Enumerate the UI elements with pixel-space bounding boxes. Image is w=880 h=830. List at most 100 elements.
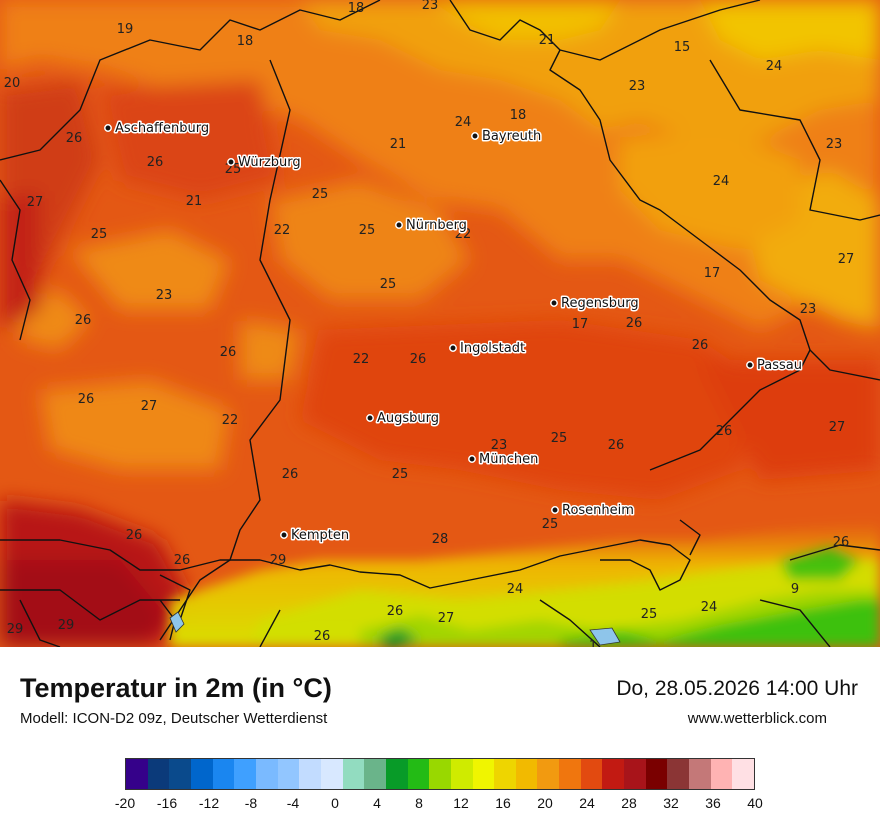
city-dot-icon — [227, 158, 235, 166]
map-title: Temperatur in 2m (in °C) — [20, 673, 332, 703]
city-passau: Passau — [746, 357, 803, 375]
legend-swatch — [494, 759, 516, 789]
model-info: Modell: ICON-D2 09z, Deutscher Wetterdie… — [20, 710, 328, 727]
temperature-value-label: 27 — [141, 399, 158, 414]
temperature-value-label: 1 — [589, 639, 597, 647]
city-label: Regensburg — [561, 296, 639, 311]
city-rosenheim: Rosenheim — [551, 502, 635, 520]
legend-tick-label: 12 — [453, 795, 469, 811]
legend-swatch — [299, 759, 321, 789]
city-aschaffenburg: Aschaffenburg — [104, 120, 211, 138]
temperature-value-label: 25 — [225, 162, 242, 177]
temperature-value-label: 20 — [4, 76, 21, 91]
temperature-value-label: 25 — [392, 467, 409, 482]
temperature-value-label: 26 — [75, 313, 92, 328]
city-dot-icon — [746, 361, 754, 369]
legend-tick-label: 40 — [747, 795, 763, 811]
city-regensburg: Regensburg — [550, 295, 640, 313]
city-bayreuth: Bayreuth — [471, 128, 543, 146]
legend-tick-label: 36 — [705, 795, 721, 811]
temperature-value-label: 23 — [422, 0, 439, 13]
legend-tick-label: -20 — [114, 795, 136, 811]
legend-tick-label: -16 — [156, 795, 178, 811]
website-link[interactable]: www.wetterblick.com — [687, 710, 827, 727]
temperature-value-label: 9 — [791, 582, 799, 597]
temperature-value-label: 26 — [833, 535, 850, 550]
temperature-value-label: 26 — [78, 392, 95, 407]
temperature-value-label: 26 — [66, 131, 83, 146]
city-kempten: Kempten — [280, 527, 351, 545]
city-label: München — [479, 452, 538, 467]
lake — [169, 611, 185, 633]
temperature-value-label: 18 — [237, 34, 254, 49]
legend-swatch — [689, 759, 711, 789]
legend-tick-label: 8 — [415, 795, 423, 811]
temperature-value-label: 29 — [7, 622, 24, 637]
temperature-value-label: 26 — [608, 438, 625, 453]
temperature-value-label: 26 — [220, 345, 237, 360]
legend-swatch — [277, 759, 300, 789]
temperature-value-label: 24 — [701, 600, 718, 615]
temperature-value-label: 26 — [314, 629, 331, 644]
legend-swatch — [126, 759, 148, 789]
city-label: Bayreuth — [482, 129, 541, 144]
temperature-value-label: 24 — [766, 59, 783, 74]
city-augsburg: Augsburg — [366, 410, 441, 428]
valid-datetime: Do, 28.05.2026 14:00 Uhr — [616, 677, 858, 700]
city-label: Rosenheim — [562, 503, 634, 518]
city-dot-icon — [550, 299, 558, 307]
city-dot-icon — [468, 455, 476, 463]
temperature-value-label: 15 — [674, 40, 691, 55]
temperature-value-label: 23 — [491, 438, 508, 453]
legend-tick-label: 16 — [495, 795, 511, 811]
legend-swatch — [320, 759, 343, 789]
legend-tick-label: 20 — [537, 795, 553, 811]
temperature-value-label: 24 — [455, 115, 472, 130]
city-ingolstadt: Ingolstadt — [449, 340, 527, 358]
legend-swatch — [732, 759, 755, 789]
temperature-value-label: 17 — [572, 317, 589, 332]
temperature-value-label: 26 — [174, 553, 191, 568]
temperature-value-label: 21 — [539, 33, 556, 48]
color-legend — [125, 758, 755, 790]
temperature-value-label: 22 — [455, 227, 472, 242]
temperature-value-label: 21 — [186, 194, 203, 209]
city-label: Würzburg — [238, 155, 301, 170]
legend-tick-label: -8 — [244, 795, 258, 811]
temperature-value-label: 18 — [348, 1, 365, 16]
legend-swatch — [342, 759, 365, 789]
temperature-value-label: 25 — [551, 431, 568, 446]
temperature-value-label: 26 — [282, 467, 299, 482]
city-label: Ingolstadt — [460, 341, 525, 356]
temperature-value-label: 26 — [387, 604, 404, 619]
borders — [0, 0, 880, 647]
temperature-value-label: 23 — [156, 288, 173, 303]
legend-tick-label: -12 — [198, 795, 220, 811]
legend-swatch — [407, 759, 430, 789]
city-dot-icon — [551, 506, 559, 514]
legend-tick-label: -4 — [286, 795, 300, 811]
legend-swatch — [559, 759, 581, 789]
temperature-value-label: 25 — [91, 227, 108, 242]
legend-tick-label: 4 — [373, 795, 381, 811]
alps-field — [170, 520, 880, 647]
temperature-value-label: 23 — [800, 302, 817, 317]
city-dot-icon — [280, 531, 288, 539]
legend-swatch — [212, 759, 235, 789]
city-würzburg: Würzburg — [227, 154, 302, 172]
legend-swatch — [645, 759, 668, 789]
temperature-value-label: 27 — [27, 195, 44, 210]
legend-swatch — [580, 759, 603, 789]
temperature-value-label: 21 — [390, 137, 407, 152]
city-label: Kempten — [291, 528, 349, 543]
temperature-value-label: 24 — [713, 174, 730, 189]
legend-ticks: -20 -16 -12 -8 -4 0 4 8 12 16 20 24 28 32 36 40 — [115, 795, 763, 815]
temperature-value-label: 27 — [838, 252, 855, 267]
temperature-value-label: 28 — [432, 532, 449, 547]
legend-swatch — [602, 759, 625, 789]
temperature-map: 19 18 18 23 21 15 20 24 23 26 24 18 21 23 26 25 24 27 25 21… — [0, 0, 880, 647]
legend-swatch — [450, 759, 473, 789]
city-dot-icon — [104, 124, 112, 132]
temperature-value-label: 27 — [438, 611, 455, 626]
